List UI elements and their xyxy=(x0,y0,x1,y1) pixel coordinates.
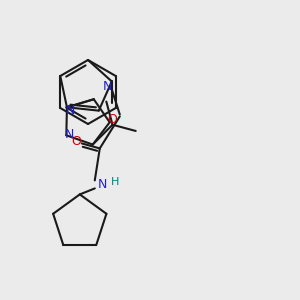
Text: H: H xyxy=(111,177,119,188)
Text: N: N xyxy=(98,178,107,191)
Text: N: N xyxy=(65,104,75,117)
Text: N: N xyxy=(103,80,112,93)
Text: O: O xyxy=(71,135,81,148)
Text: N: N xyxy=(64,128,74,141)
Text: O: O xyxy=(107,113,117,126)
